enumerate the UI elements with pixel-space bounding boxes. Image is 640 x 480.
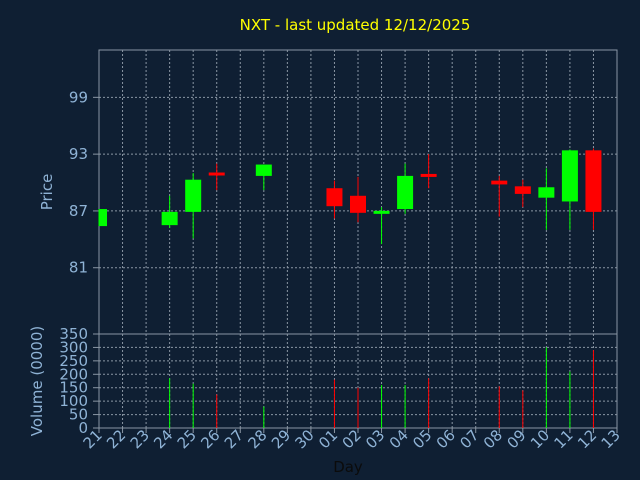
price-axis-label: Price xyxy=(38,174,56,211)
candle-08-body xyxy=(491,180,508,185)
candle-11-body xyxy=(561,150,578,202)
volume-tick-250: 250 xyxy=(59,352,88,370)
candle-10-body xyxy=(538,187,555,198)
price-tick-93: 93 xyxy=(69,145,88,163)
candle-12-body xyxy=(585,150,602,212)
price-panel: 81 87 93 99 Price xyxy=(38,49,618,335)
volume-tick-200: 200 xyxy=(59,365,88,383)
candle-01-body xyxy=(326,188,343,207)
candle-21-body xyxy=(99,209,107,227)
candle-02-body xyxy=(350,195,366,213)
price-tick-87: 87 xyxy=(69,202,88,220)
volume-tick-100: 100 xyxy=(59,392,88,410)
candle-03-body xyxy=(373,210,390,214)
x-axis-label: Day xyxy=(333,458,363,476)
candle-24-body xyxy=(161,211,178,226)
candle-05-body xyxy=(420,173,437,177)
candle-04-body xyxy=(397,175,414,210)
volume-bars xyxy=(169,347,594,428)
x-tick-labels: 2122232425262728293001020304050607080910… xyxy=(80,426,624,452)
price-tick-99: 99 xyxy=(69,88,88,106)
price-tick-81: 81 xyxy=(69,259,88,277)
volume-tick-350: 350 xyxy=(59,325,88,343)
volume-tick-150: 150 xyxy=(59,379,88,397)
price-tick-labels: 81 87 93 99 xyxy=(69,88,99,277)
volume-tick-0: 0 xyxy=(78,419,88,437)
volume-tick-300: 300 xyxy=(59,338,88,356)
candles xyxy=(98,148,602,245)
volume-axis-label: Volume (0000) xyxy=(28,326,46,436)
volume-tick-50: 50 xyxy=(69,406,88,424)
candle-09-body xyxy=(514,186,531,194)
candle-26-body xyxy=(208,172,225,176)
chart-title: NXT - last updated 12/12/2025 xyxy=(240,16,471,34)
candle-28-body xyxy=(255,164,272,176)
candle-25-body xyxy=(185,179,202,212)
